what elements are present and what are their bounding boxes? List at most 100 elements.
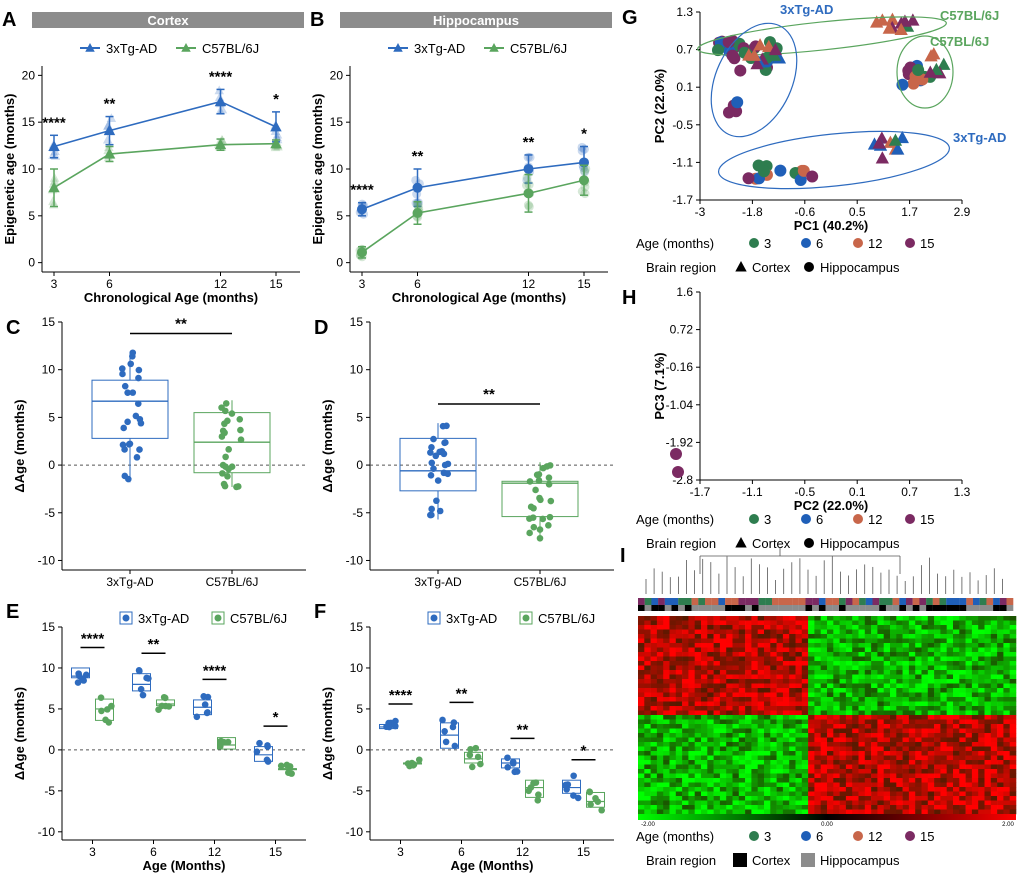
heatmap-cell: [883, 661, 891, 666]
heatmap-cell: [789, 782, 796, 788]
heatmap-cell: [682, 665, 689, 671]
heatmap-cell: [751, 674, 758, 680]
heatmap-cell: [845, 796, 853, 801]
heatmap-cell: [745, 791, 752, 797]
heatmap-cell: [959, 701, 966, 707]
heatmap-cell: [732, 706, 740, 711]
heatmap-cell: [820, 809, 828, 815]
heatmap-cell: [934, 800, 941, 806]
heatmap-cell: [719, 674, 727, 680]
y-tick-label: -0.16: [666, 360, 694, 374]
heatmap-cell: [940, 665, 947, 671]
heatmap-cell: [738, 760, 746, 765]
heatmap-cell: [833, 769, 840, 774]
heatmap-cell: [908, 647, 916, 653]
pca-point-cortex: [875, 151, 890, 164]
color-scale-mid: 0.00: [821, 822, 833, 828]
heatmap-cell: [827, 701, 834, 707]
heatmap-cell: [997, 760, 1004, 765]
heatmap-cell: [990, 737, 998, 743]
heatmap-cell: [751, 692, 758, 698]
heatmap-cell: [915, 697, 922, 702]
data-point: [427, 449, 434, 456]
heatmap-cell: [921, 634, 929, 639]
heatmap-cell: [896, 755, 903, 761]
heatmap-cell: [820, 629, 828, 635]
heatmap-cell: [953, 683, 960, 689]
heatmap-cell: [745, 688, 752, 693]
significance-stars: ****: [389, 687, 413, 704]
heatmap-cell: [688, 665, 695, 671]
y-tick-label: 10: [350, 661, 364, 675]
heatmap-cell: [770, 805, 777, 810]
heatmap-cell: [663, 764, 670, 770]
heatmap-cell: [669, 742, 677, 747]
heatmap-cell: [997, 796, 1004, 801]
banner-title: Cortex: [147, 13, 189, 28]
annotation-age-cell: [711, 598, 719, 605]
heatmap-cell: [927, 728, 935, 734]
heatmap-cell: [732, 643, 740, 648]
pca-point-hippocampus: [672, 466, 684, 478]
heatmap-cell: [694, 683, 702, 689]
heatmap-cell: [839, 773, 847, 779]
y-tick-label: 10: [22, 162, 36, 176]
annotation-age-cell: [979, 598, 987, 605]
heatmap-cell: [650, 715, 658, 720]
heatmap-cell: [656, 629, 664, 635]
heatmap-cell: [845, 652, 853, 657]
annotation-region-cell: [684, 605, 692, 611]
heatmap-cell: [902, 670, 910, 675]
data-point: [427, 472, 435, 479]
heatmap-cell: [839, 782, 847, 788]
heatmap-cell: [669, 701, 677, 707]
data-point: [434, 477, 442, 484]
heatmap-cell: [782, 647, 790, 653]
significance-stars: **: [523, 134, 535, 151]
heatmap-cell: [757, 665, 765, 671]
heatmap-cell: [984, 679, 992, 684]
heatmap-cell: [638, 755, 645, 761]
heatmap-cell: [971, 706, 979, 711]
heatmap-cell: [745, 800, 752, 806]
data-point: [535, 477, 543, 484]
heatmap-cell: [644, 665, 651, 671]
heatmap-cell: [921, 719, 929, 725]
heatmap-cell: [751, 782, 758, 788]
heatmap-cell: [934, 719, 941, 725]
heatmap-cell: [965, 728, 973, 734]
heatmap-cell: [719, 787, 727, 792]
heatmap-cell: [871, 706, 878, 711]
heatmap-cell: [934, 701, 941, 707]
heatmap-cell: [801, 638, 809, 644]
heatmap-cell: [845, 719, 853, 725]
heatmap-cell: [795, 638, 803, 644]
heatmap-cell: [808, 701, 815, 707]
heatmap-cell: [726, 737, 733, 743]
heatmap-cell: [688, 769, 695, 774]
heatmap-cell: [877, 710, 884, 716]
heatmap-cell: [770, 683, 777, 689]
heatmap-cell: [726, 629, 733, 635]
heatmap-cell: [789, 688, 796, 693]
heatmap-cell: [745, 715, 752, 720]
data-point: [225, 446, 232, 453]
heatmap-cell: [864, 706, 872, 711]
data-point: [228, 410, 236, 417]
y-tick-label: -10: [38, 553, 56, 567]
heatmap-cell: [795, 634, 803, 639]
heatmap-cell: [990, 665, 998, 671]
heatmap-cell: [808, 773, 815, 779]
heatmap-cell: [927, 643, 935, 648]
heatmap-cell: [726, 742, 733, 747]
heatmap-cell: [701, 778, 708, 783]
data-point: [97, 694, 105, 701]
heatmap-cell: [669, 679, 677, 684]
heatmap-cell: [789, 661, 796, 666]
heatmap-cell: [921, 796, 929, 801]
heatmap-cell: [946, 683, 954, 689]
heatmap-cell: [934, 638, 941, 644]
heatmap-cell: [820, 701, 828, 707]
heatmap-cell: [757, 764, 765, 770]
heatmap-cell: [845, 773, 853, 779]
